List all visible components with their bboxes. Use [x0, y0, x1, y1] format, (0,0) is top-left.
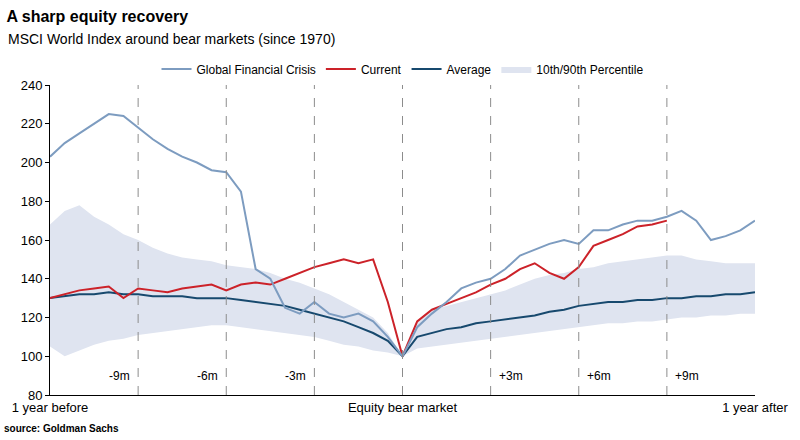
svg-text:160: 160: [21, 233, 43, 248]
svg-text:240: 240: [21, 78, 43, 93]
svg-text:Equity bear market: Equity bear market: [348, 400, 457, 415]
svg-text:1 year after: 1 year after: [722, 400, 788, 415]
svg-text:100: 100: [21, 349, 43, 364]
svg-text:-6m: -6m: [197, 369, 218, 383]
svg-text:MSCI World Index around bear m: MSCI World Index around bear markets (si…: [8, 31, 335, 47]
svg-text:Average: Average: [447, 63, 492, 77]
svg-text:A sharp equity recovery: A sharp equity recovery: [6, 8, 188, 25]
svg-text:1 year before: 1 year before: [12, 400, 89, 415]
svg-text:-9m: -9m: [109, 369, 130, 383]
svg-text:220: 220: [21, 116, 43, 131]
svg-text:180: 180: [21, 194, 43, 209]
svg-text:Global Financial Crisis: Global Financial Crisis: [197, 63, 316, 77]
svg-text:200: 200: [21, 155, 43, 170]
svg-text:80: 80: [28, 388, 42, 403]
svg-text:-3m: -3m: [285, 369, 306, 383]
svg-text:+6m: +6m: [587, 369, 611, 383]
svg-text:+9m: +9m: [675, 369, 699, 383]
svg-text:Current: Current: [361, 63, 402, 77]
svg-text:source: Goldman Sachs: source: Goldman Sachs: [4, 423, 119, 434]
svg-text:120: 120: [21, 310, 43, 325]
svg-text:+3m: +3m: [499, 369, 523, 383]
svg-text:10th/90th Percentile: 10th/90th Percentile: [536, 63, 643, 77]
svg-text:140: 140: [21, 271, 43, 286]
